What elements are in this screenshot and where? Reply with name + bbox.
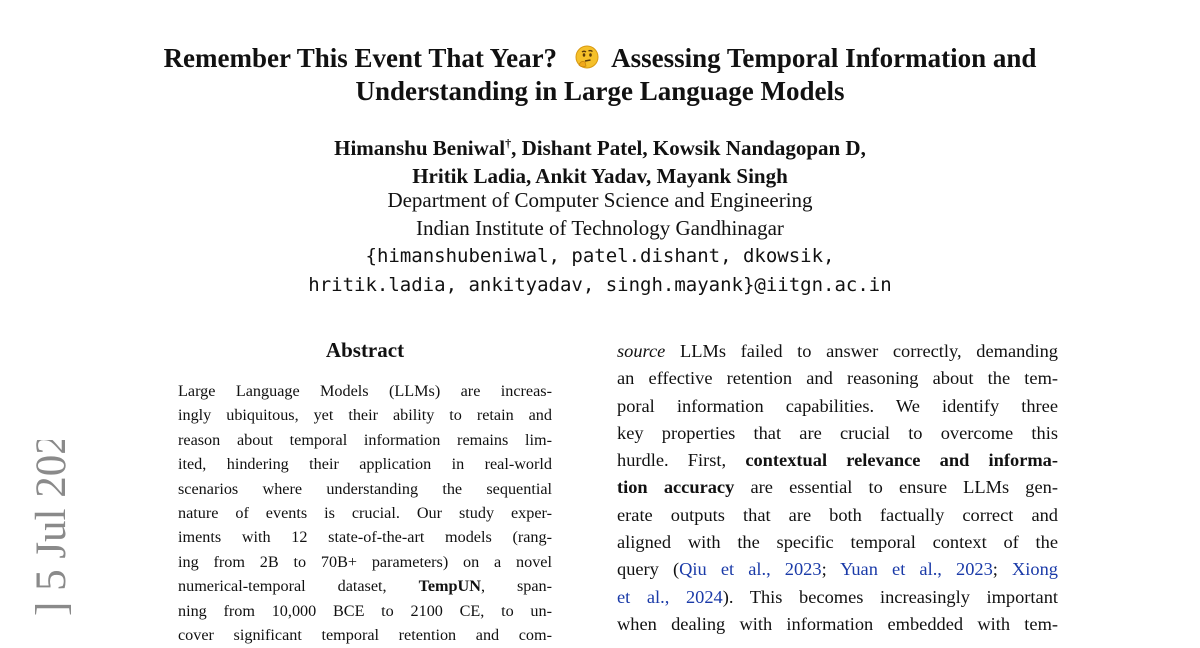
- citation-link-qiu[interactable]: Qiu et al., 2023: [679, 559, 822, 580]
- abstract-line: reason about temporal information remain…: [178, 430, 552, 449]
- body-text: are essential to ensure LLMs gen-: [734, 477, 1058, 498]
- citation-link-yuan[interactable]: Yuan et al., 2023: [840, 559, 993, 580]
- authors-line-1-rest: , Dishant Patel, Kowsik Nandagopan D,: [511, 136, 866, 160]
- affiliation: Department of Computer Science and Engin…: [100, 186, 1100, 242]
- abstract-line: scenarios where understanding the sequen…: [178, 479, 552, 498]
- abstract-line: ing from 2B to 70B+ parameters) on a nov…: [178, 552, 552, 571]
- citation-link-xiong[interactable]: Xiong: [1012, 559, 1058, 580]
- institute: Indian Institute of Technology Gandhinag…: [416, 216, 784, 240]
- body-line: et al., 2024). This becomes increasingly…: [617, 584, 1058, 611]
- corresponding-mark: †: [505, 136, 512, 150]
- citation-link-xiong-cont[interactable]: et al., 2024: [617, 586, 723, 607]
- arxiv-stamp-text: ] 5 Jul 2024: [28, 440, 75, 616]
- body-line: erate outputs that are both factually co…: [617, 504, 1058, 525]
- body-text: hurdle. First,: [617, 450, 746, 471]
- body-line: source LLMs failed to answer correctly, …: [617, 338, 1058, 365]
- abstract-text: numerical-temporal dataset,: [178, 577, 419, 596]
- body-line: aligned with the specific temporal conte…: [617, 532, 1058, 553]
- authors-line-2: Hritik Ladia, Ankit Yadav, Mayank Singh: [412, 164, 788, 188]
- abstract-text: , span-: [480, 577, 553, 596]
- thinking-face-icon: [574, 44, 600, 69]
- abstract-line: ingly ubiquitous, yet their ability to r…: [178, 406, 552, 425]
- abstract-line: Large Language Models (LLMs) are increas…: [178, 382, 552, 400]
- body-text: query (: [617, 559, 680, 580]
- department: Department of Computer Science and Engin…: [387, 188, 813, 212]
- title-part-2: Assessing Temporal Information and: [611, 43, 1037, 73]
- first-author: Himanshu Beniwal: [334, 136, 506, 160]
- abstract-body: Large Language Models (LLMs) are increas…: [178, 379, 552, 647]
- abstract-line: nature of events is crucial. Our study e…: [178, 504, 552, 523]
- abstract-line: ning from 10,000 BCE to 2100 CE, to un-: [178, 601, 552, 620]
- abstract-line: ited, hindering their application in rea…: [178, 455, 552, 474]
- body-text: ). This becomes increasingly important: [722, 586, 1059, 607]
- body-line: hurdle. First, contextual relevance and …: [617, 447, 1058, 474]
- arxiv-side-stamp: ] 5 Jul 2024: [22, 440, 82, 648]
- title-part-1: Remember This Event That Year?: [163, 43, 558, 73]
- abstract-heading: Abstract: [325, 338, 405, 362]
- body-line: an effective retention and reasoning abo…: [617, 368, 1058, 389]
- paper-title: Remember This Event That Year? Assessing…: [100, 42, 1100, 108]
- body-line: poral information capabilities. We ident…: [617, 395, 1058, 416]
- abstract-line-dataset: numerical-temporal dataset, TempUN, span…: [178, 574, 552, 598]
- italic-word: source: [617, 341, 666, 361]
- bold-phrase: tion accuracy: [617, 477, 735, 498]
- dataset-name: TempUN: [418, 577, 481, 596]
- body-line: tion accuracy are essential to ensure LL…: [617, 474, 1058, 501]
- right-column-body: source LLMs failed to answer correctly, …: [617, 338, 1058, 638]
- author-emails: {himanshubeniwal, patel.dishant, dkowsik…: [100, 242, 1100, 300]
- emails-line-1: {himanshubeniwal, patel.dishant, dkowsik…: [365, 245, 835, 267]
- body-line: key properties that are crucial to overc…: [617, 422, 1058, 443]
- bold-phrase: contextual relevance and informa-: [745, 450, 1058, 471]
- body-text: LLMs failed to answer correctly, demandi…: [665, 341, 1058, 361]
- emails-line-2: hritik.ladia, ankityadav, singh.mayank}@…: [308, 274, 892, 296]
- author-list: Himanshu Beniwal†, Dishant Patel, Kowsik…: [100, 129, 1100, 190]
- title-line-2: Understanding in Large Language Models: [355, 76, 845, 106]
- abstract-line: iments with 12 state-of-the-art models (…: [178, 528, 552, 547]
- citation-separator: ;: [992, 559, 1013, 580]
- body-line: query (Qiu et al., 2023; Yuan et al., 20…: [617, 556, 1058, 583]
- citation-separator: ;: [821, 559, 841, 580]
- abstract-line: cover significant temporal retention and…: [178, 626, 552, 645]
- body-line: when dealing with information embedded w…: [617, 613, 1058, 634]
